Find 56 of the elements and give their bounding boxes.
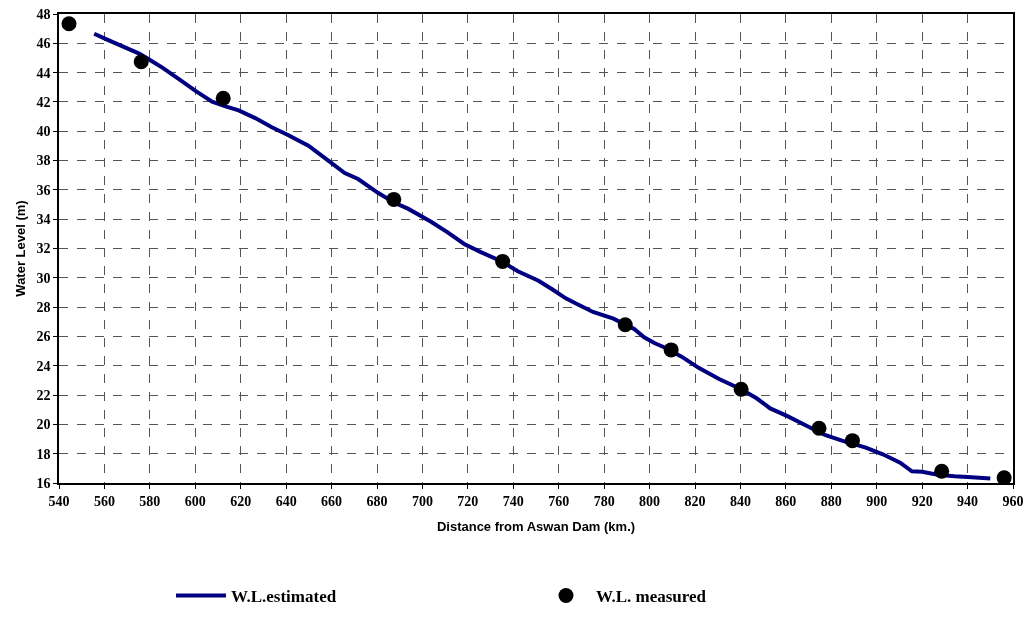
point — [996, 470, 1012, 483]
y-tick-label: 48 — [36, 6, 51, 22]
x-tick-label: 940 — [957, 493, 979, 509]
x-tick-label: 860 — [775, 493, 797, 509]
legend-label: W.L.estimated — [231, 587, 337, 607]
y-tick-label: 38 — [36, 153, 51, 169]
point — [811, 420, 827, 436]
x-tick-label: 620 — [230, 493, 252, 509]
point — [133, 54, 149, 70]
y-tick-label: 44 — [36, 65, 51, 81]
x-tick-label: 840 — [729, 493, 751, 509]
x-tick-label: 600 — [184, 493, 206, 509]
point — [934, 463, 950, 479]
x-tick-label: 920 — [911, 493, 933, 509]
x-tick-label: 780 — [593, 493, 615, 509]
y-tick-label: 32 — [36, 241, 51, 257]
point — [215, 90, 231, 106]
x-tick-label: 900 — [866, 493, 888, 509]
x-tick-label: 880 — [820, 493, 842, 509]
y-tick-label: 30 — [36, 270, 51, 286]
point — [495, 253, 511, 269]
y-tick-label: 40 — [36, 124, 51, 140]
legend-label: W.L. measured — [596, 587, 707, 607]
y-tick-label: 20 — [36, 417, 51, 433]
y-tick-label: 46 — [36, 36, 51, 52]
y-tick-label: 22 — [36, 387, 51, 403]
point — [617, 317, 633, 333]
x-tick-label: 960 — [1002, 493, 1024, 509]
point — [386, 191, 402, 207]
line-series — [92, 31, 993, 481]
point — [663, 342, 679, 358]
y-tick-label: 34 — [36, 212, 51, 228]
point — [733, 381, 749, 397]
x-tick-label: 700 — [411, 493, 433, 509]
point — [61, 16, 77, 32]
x-tick-label: 640 — [275, 493, 297, 509]
x-tick-label: 740 — [502, 493, 524, 509]
x-tick-label: 820 — [684, 493, 706, 509]
y-tick-label: 18 — [36, 446, 51, 462]
x-tick-label: 720 — [457, 493, 479, 509]
y-tick-label: 36 — [36, 182, 51, 198]
x-axis-title: Distance from Aswan Dam (km.) — [436, 518, 636, 534]
y-axis-title: Water Level (m) — [12, 200, 28, 297]
x-tick-label: 580 — [139, 493, 161, 509]
x-tick-label: 560 — [93, 493, 115, 509]
x-tick-label: 760 — [548, 493, 570, 509]
y-tick-label: 24 — [36, 358, 51, 374]
y-tick-label: 42 — [36, 94, 51, 110]
x-tick-label: 540 — [48, 493, 70, 509]
x-tick-label: 660 — [321, 493, 343, 509]
y-tick-label: 28 — [36, 300, 51, 316]
x-tick-label: 680 — [366, 493, 388, 509]
x-tick-label: 800 — [639, 493, 661, 509]
y-tick-label: 16 — [36, 475, 51, 491]
point — [844, 433, 860, 449]
y-tick-label: 26 — [36, 329, 51, 345]
